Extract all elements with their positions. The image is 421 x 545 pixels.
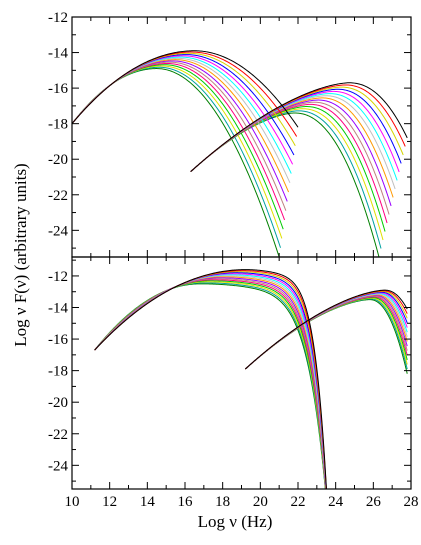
bottom-inverse-compton-curve [244, 297, 408, 370]
top-panel: -12 -14 -16 -18 -20 -22 -24 [48, 10, 412, 258]
y-tick-label: -22 [48, 188, 68, 204]
top-inverse-compton-curve [190, 108, 384, 241]
x-axis-label: Log ν (Hz) [198, 512, 273, 531]
top-panel-curves [72, 50, 408, 257]
bottom-inverse-compton-curve [244, 289, 408, 370]
top-panel-ticks: -12 -14 -16 -18 -20 -22 -24 [48, 10, 412, 257]
x-tick-label: 12 [102, 494, 117, 510]
y-tick-label: -24 [48, 458, 68, 474]
y-tick-label: -14 [48, 301, 68, 317]
x-tick-label: 16 [178, 494, 194, 510]
y-tick-label: -14 [48, 46, 68, 62]
bottom-panel-ticks: -12 -14 -16 -18 -20 -22 -24 [48, 257, 412, 489]
x-tick-label: 26 [366, 494, 382, 510]
x-tick-label: 20 [253, 494, 268, 510]
bottom-inverse-compton-curve [244, 292, 408, 370]
x-tick-label: 10 [65, 494, 80, 510]
bottom-synchrotron-curve [94, 283, 326, 489]
y-tick-label: -12 [48, 269, 68, 285]
top-synchrotron-curve [72, 52, 296, 147]
top-synchrotron-curve [72, 65, 283, 239]
bottom-panel-curves [94, 269, 408, 489]
top-synchrotron-curve [72, 68, 280, 257]
x-axis-tick-labels: 10 12 14 16 18 20 22 24 26 28 [65, 494, 419, 510]
top-panel-frame [71, 16, 412, 258]
x-tick-label: 22 [291, 494, 306, 510]
top-inverse-compton-curve [190, 110, 382, 249]
y-tick-label: -18 [48, 364, 68, 380]
x-tick-label: 24 [328, 494, 344, 510]
bottom-inverse-compton-curve [244, 297, 408, 370]
y-axis-label: Log ν F(ν) (arbitrary units) [11, 163, 30, 346]
top-synchrotron-curve [72, 55, 294, 165]
top-synchrotron-curve [72, 54, 295, 156]
top-synchrotron-curve [72, 50, 299, 128]
top-synchrotron-curve [72, 61, 287, 211]
top-inverse-compton-curve [190, 82, 408, 173]
bottom-panel-frame [71, 256, 412, 490]
bottom-inverse-compton-curve [244, 290, 408, 370]
top-synchrotron-curve [72, 64, 284, 230]
y-tick-label: -16 [48, 81, 68, 97]
bottom-panel: -12 -14 -16 -18 -20 -22 -24 [48, 256, 412, 490]
y-tick-label: -12 [48, 10, 68, 26]
y-tick-label: -20 [48, 395, 68, 411]
y-tick-label: -24 [48, 223, 68, 239]
x-tick-label: 28 [404, 494, 419, 510]
top-inverse-compton-curve [190, 103, 388, 224]
y-tick-label: -22 [48, 427, 68, 443]
top-synchrotron-curve [72, 56, 292, 174]
y-tick-label: -16 [48, 332, 68, 348]
x-tick-label: 18 [215, 494, 230, 510]
bottom-synchrotron-curve [94, 272, 327, 489]
bottom-synchrotron-curve [94, 269, 327, 489]
y-tick-label: -20 [48, 152, 68, 168]
bottom-synchrotron-curve [94, 275, 327, 489]
x-tick-label: 14 [140, 494, 156, 510]
y-tick-label: -18 [48, 117, 68, 133]
